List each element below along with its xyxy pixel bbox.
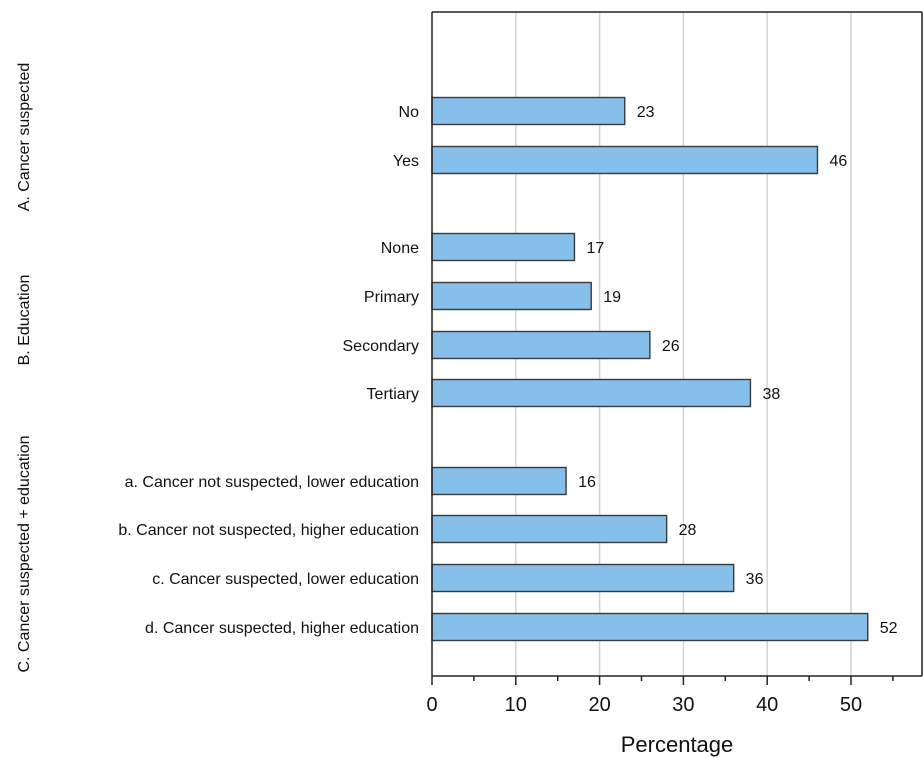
x-tick-label-0: 0 bbox=[426, 694, 437, 716]
bar-0-1 bbox=[431, 145, 819, 175]
group-label: B. Education bbox=[16, 275, 33, 366]
axis-layer: 0 10 20 30 40 50 bbox=[426, 11, 923, 716]
value-label: 28 bbox=[679, 522, 697, 539]
value-label: 19 bbox=[603, 289, 621, 306]
category-label: c. Cancer suspected, lower education bbox=[152, 571, 419, 588]
group-label: C. Cancer suspected + education bbox=[16, 435, 33, 672]
category-label: b. Cancer not suspected, higher educatio… bbox=[118, 522, 419, 539]
bar-1-2 bbox=[431, 330, 651, 360]
category-label: d. Cancer suspected, higher education bbox=[145, 620, 419, 637]
category-label: a. Cancer not suspected, lower education bbox=[125, 474, 419, 491]
group-label: A. Cancer suspected bbox=[16, 63, 33, 212]
value-label: 46 bbox=[829, 153, 847, 170]
bar-2-1 bbox=[431, 514, 668, 544]
category-label: Yes bbox=[393, 153, 419, 170]
x-tick-label-30: 30 bbox=[672, 694, 694, 716]
bar-2-3 bbox=[431, 612, 869, 642]
bar-2-2 bbox=[431, 563, 735, 593]
x-axis-title: Percentage bbox=[621, 732, 734, 757]
bar-2-0 bbox=[431, 466, 567, 496]
bar-layer bbox=[431, 96, 869, 642]
value-label: 36 bbox=[746, 571, 764, 588]
value-label: 38 bbox=[762, 386, 780, 403]
category-label: None bbox=[381, 240, 419, 257]
value-label: 17 bbox=[586, 240, 604, 257]
x-tick-label-20: 20 bbox=[588, 694, 610, 716]
category-label: Secondary bbox=[343, 338, 420, 355]
category-label: No bbox=[399, 104, 420, 121]
bar-1-0 bbox=[431, 232, 576, 262]
value-label: 26 bbox=[662, 338, 680, 355]
label-layer: No 23 Yes 46 A. Cancer suspected None 17 Primar… bbox=[16, 63, 898, 673]
bar-1-3 bbox=[431, 378, 752, 408]
bar-0-0 bbox=[431, 96, 626, 126]
category-label: Primary bbox=[364, 289, 419, 306]
value-label: 23 bbox=[637, 104, 655, 121]
x-tick-label-40: 40 bbox=[756, 694, 778, 716]
bar-1-1 bbox=[431, 281, 592, 311]
value-label: 16 bbox=[578, 474, 596, 491]
x-tick-label-50: 50 bbox=[840, 694, 862, 716]
value-label: 52 bbox=[880, 620, 898, 637]
x-tick-label-10: 10 bbox=[505, 694, 527, 716]
category-label: Tertiary bbox=[367, 386, 419, 403]
